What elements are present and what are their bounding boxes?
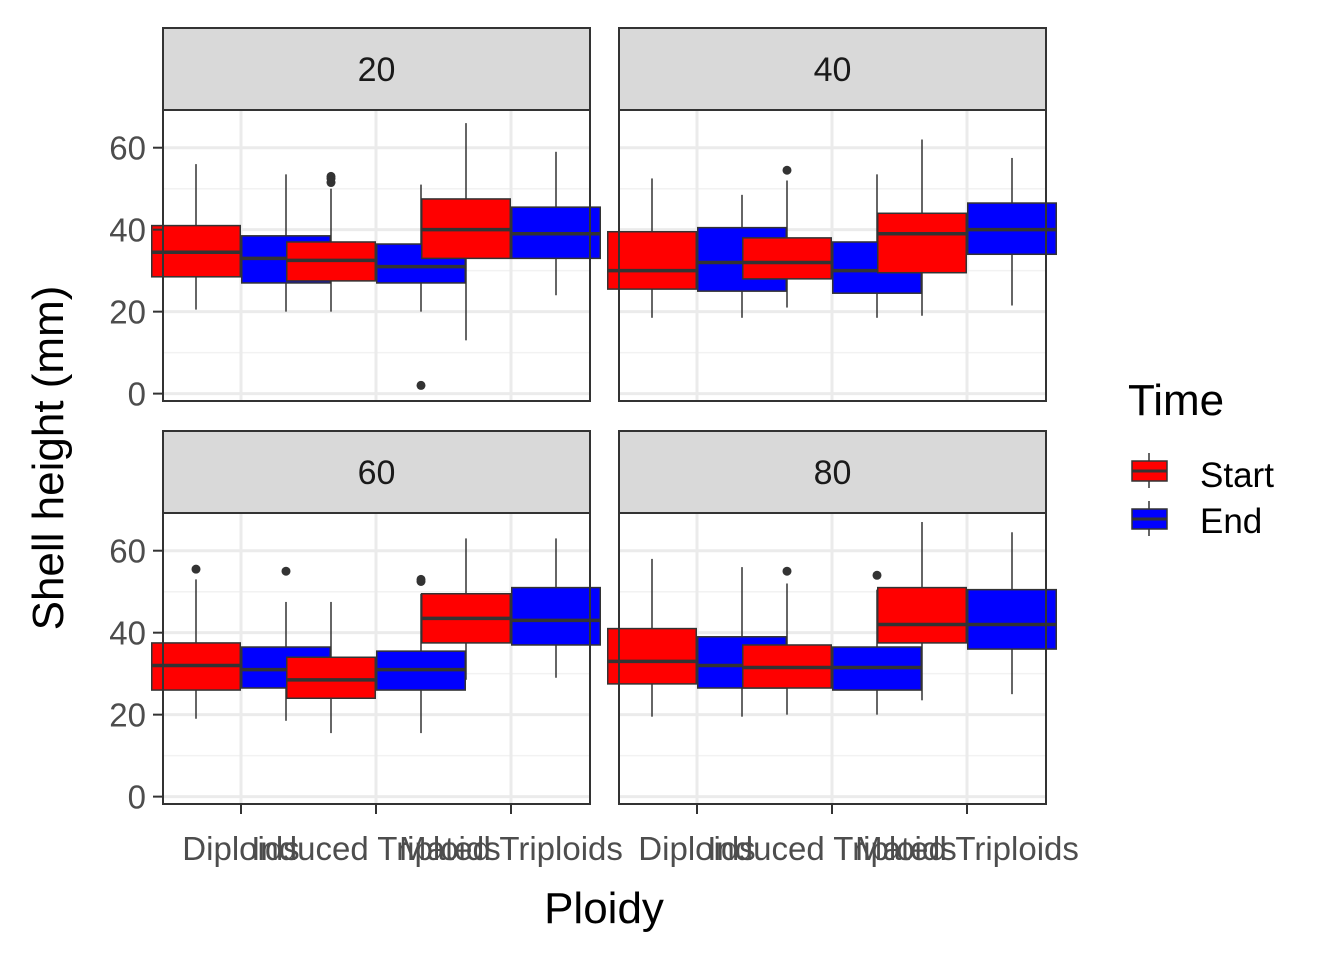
box-iqr: [967, 588, 1057, 650]
legend: Time Start End: [1128, 376, 1274, 541]
y-tick-label: 0: [128, 376, 146, 413]
x-tick-label: Mated Triploids: [855, 830, 1079, 867]
box-induced-triploids-end: [376, 574, 466, 734]
panel-20: 20 0 20 40 60: [109, 27, 601, 413]
outlier-point: [416, 380, 426, 390]
box-mated-triploids-start: [877, 139, 967, 316]
outlier-point: [326, 171, 336, 181]
box-iqr: [607, 230, 697, 290]
box-iqr: [511, 586, 601, 646]
box-mated-triploids-start: [421, 538, 511, 680]
x-tick-label: Induced Triploids: [251, 830, 500, 867]
x-tick-label: Induced Triploids: [707, 830, 956, 867]
box-induced-triploids-start: [742, 165, 832, 308]
legend-key-end: [1131, 501, 1168, 536]
facet-label: 60: [358, 454, 396, 492]
x-axis-title: Ploidy: [544, 884, 664, 933]
y-tick-label: 60: [109, 533, 146, 570]
facet-label: 40: [814, 51, 852, 89]
y-axis: 0 20 40 60: [109, 130, 163, 413]
y-tick-label: 20: [109, 294, 146, 331]
box-mated-triploids-end: [967, 532, 1057, 695]
y-tick-label: 40: [109, 212, 146, 249]
legend-key-start: [1131, 453, 1168, 488]
y-tick-label: 0: [128, 779, 146, 816]
panel-border: [162, 109, 591, 402]
box-iqr: [877, 212, 967, 274]
outlier-point: [872, 570, 882, 580]
box-induced-triploids-start: [286, 601, 376, 734]
facet-label: 80: [814, 454, 852, 492]
box-iqr: [607, 627, 697, 685]
x-tick-label: Diploids: [182, 830, 299, 867]
facet-strip: [618, 27, 1047, 111]
y-tick-label: 40: [109, 615, 146, 652]
box-mated-triploids-end: [511, 538, 601, 678]
panel-40: 40: [607, 27, 1057, 402]
box-diploids-start: [607, 558, 697, 717]
outlier-point: [782, 566, 792, 576]
facet-strip: [618, 430, 1047, 514]
box-iqr: [742, 237, 832, 280]
x-tick-label: Diploids: [638, 830, 755, 867]
box-diploids-start: [151, 164, 241, 310]
box-mated-triploids-end: [967, 157, 1057, 306]
outlier-point: [782, 165, 792, 175]
box-induced-triploids-start: [286, 171, 376, 312]
box-diploids-start: [151, 564, 241, 719]
outlier-point: [416, 574, 426, 584]
y-tick-label: 20: [109, 697, 146, 734]
facet-label: 20: [358, 51, 396, 89]
outlier-point: [281, 566, 291, 576]
box-mated-triploids-start: [877, 522, 967, 701]
panel-border: [618, 109, 1047, 402]
y-axis-title: Shell height (mm): [24, 286, 73, 631]
box-iqr: [286, 656, 376, 700]
box-diploids-start: [607, 178, 697, 318]
box-mated-triploids-end: [511, 151, 601, 296]
box-iqr: [877, 586, 967, 644]
box-mated-triploids-start: [421, 123, 511, 341]
outlier-point: [191, 564, 201, 574]
legend-title: Time: [1128, 376, 1224, 425]
facet-strip: [162, 27, 591, 111]
legend-label-start: Start: [1200, 456, 1274, 495]
box-induced-triploids-end: [832, 570, 922, 715]
box-induced-triploids-start: [742, 566, 832, 715]
y-tick-label: 60: [109, 130, 146, 167]
x-tick-label: Mated Triploids: [399, 830, 623, 867]
legend-label-end: End: [1200, 502, 1262, 541]
y-axis: 0 20 40 60: [109, 533, 163, 816]
